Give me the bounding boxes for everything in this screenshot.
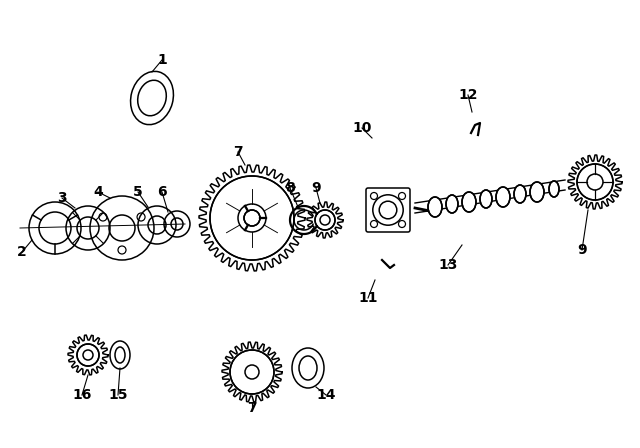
Ellipse shape (514, 185, 526, 203)
Text: 8: 8 (285, 181, 295, 195)
Text: 10: 10 (352, 121, 372, 135)
Text: 11: 11 (358, 291, 378, 305)
Text: 15: 15 (108, 388, 128, 402)
Ellipse shape (446, 195, 458, 213)
Ellipse shape (549, 181, 559, 197)
Circle shape (244, 210, 260, 226)
Text: 4: 4 (93, 185, 103, 199)
Ellipse shape (480, 190, 492, 208)
Ellipse shape (462, 192, 476, 212)
Text: 12: 12 (458, 88, 477, 102)
Text: 3: 3 (57, 191, 67, 205)
Circle shape (577, 164, 613, 200)
Ellipse shape (530, 182, 544, 202)
Text: 9: 9 (577, 243, 587, 257)
Text: 2: 2 (17, 245, 27, 259)
Text: 5: 5 (133, 185, 143, 199)
Text: 14: 14 (316, 388, 336, 402)
Text: 6: 6 (157, 185, 167, 199)
Text: 9: 9 (311, 181, 321, 195)
Text: 7: 7 (233, 145, 243, 159)
Circle shape (230, 350, 274, 394)
Circle shape (315, 210, 335, 230)
Circle shape (77, 344, 99, 366)
Circle shape (210, 176, 294, 260)
Text: 16: 16 (72, 388, 92, 402)
Ellipse shape (496, 187, 510, 207)
Text: 7: 7 (247, 401, 257, 415)
Ellipse shape (428, 197, 442, 217)
Text: 1: 1 (157, 53, 167, 67)
Text: 13: 13 (438, 258, 458, 272)
